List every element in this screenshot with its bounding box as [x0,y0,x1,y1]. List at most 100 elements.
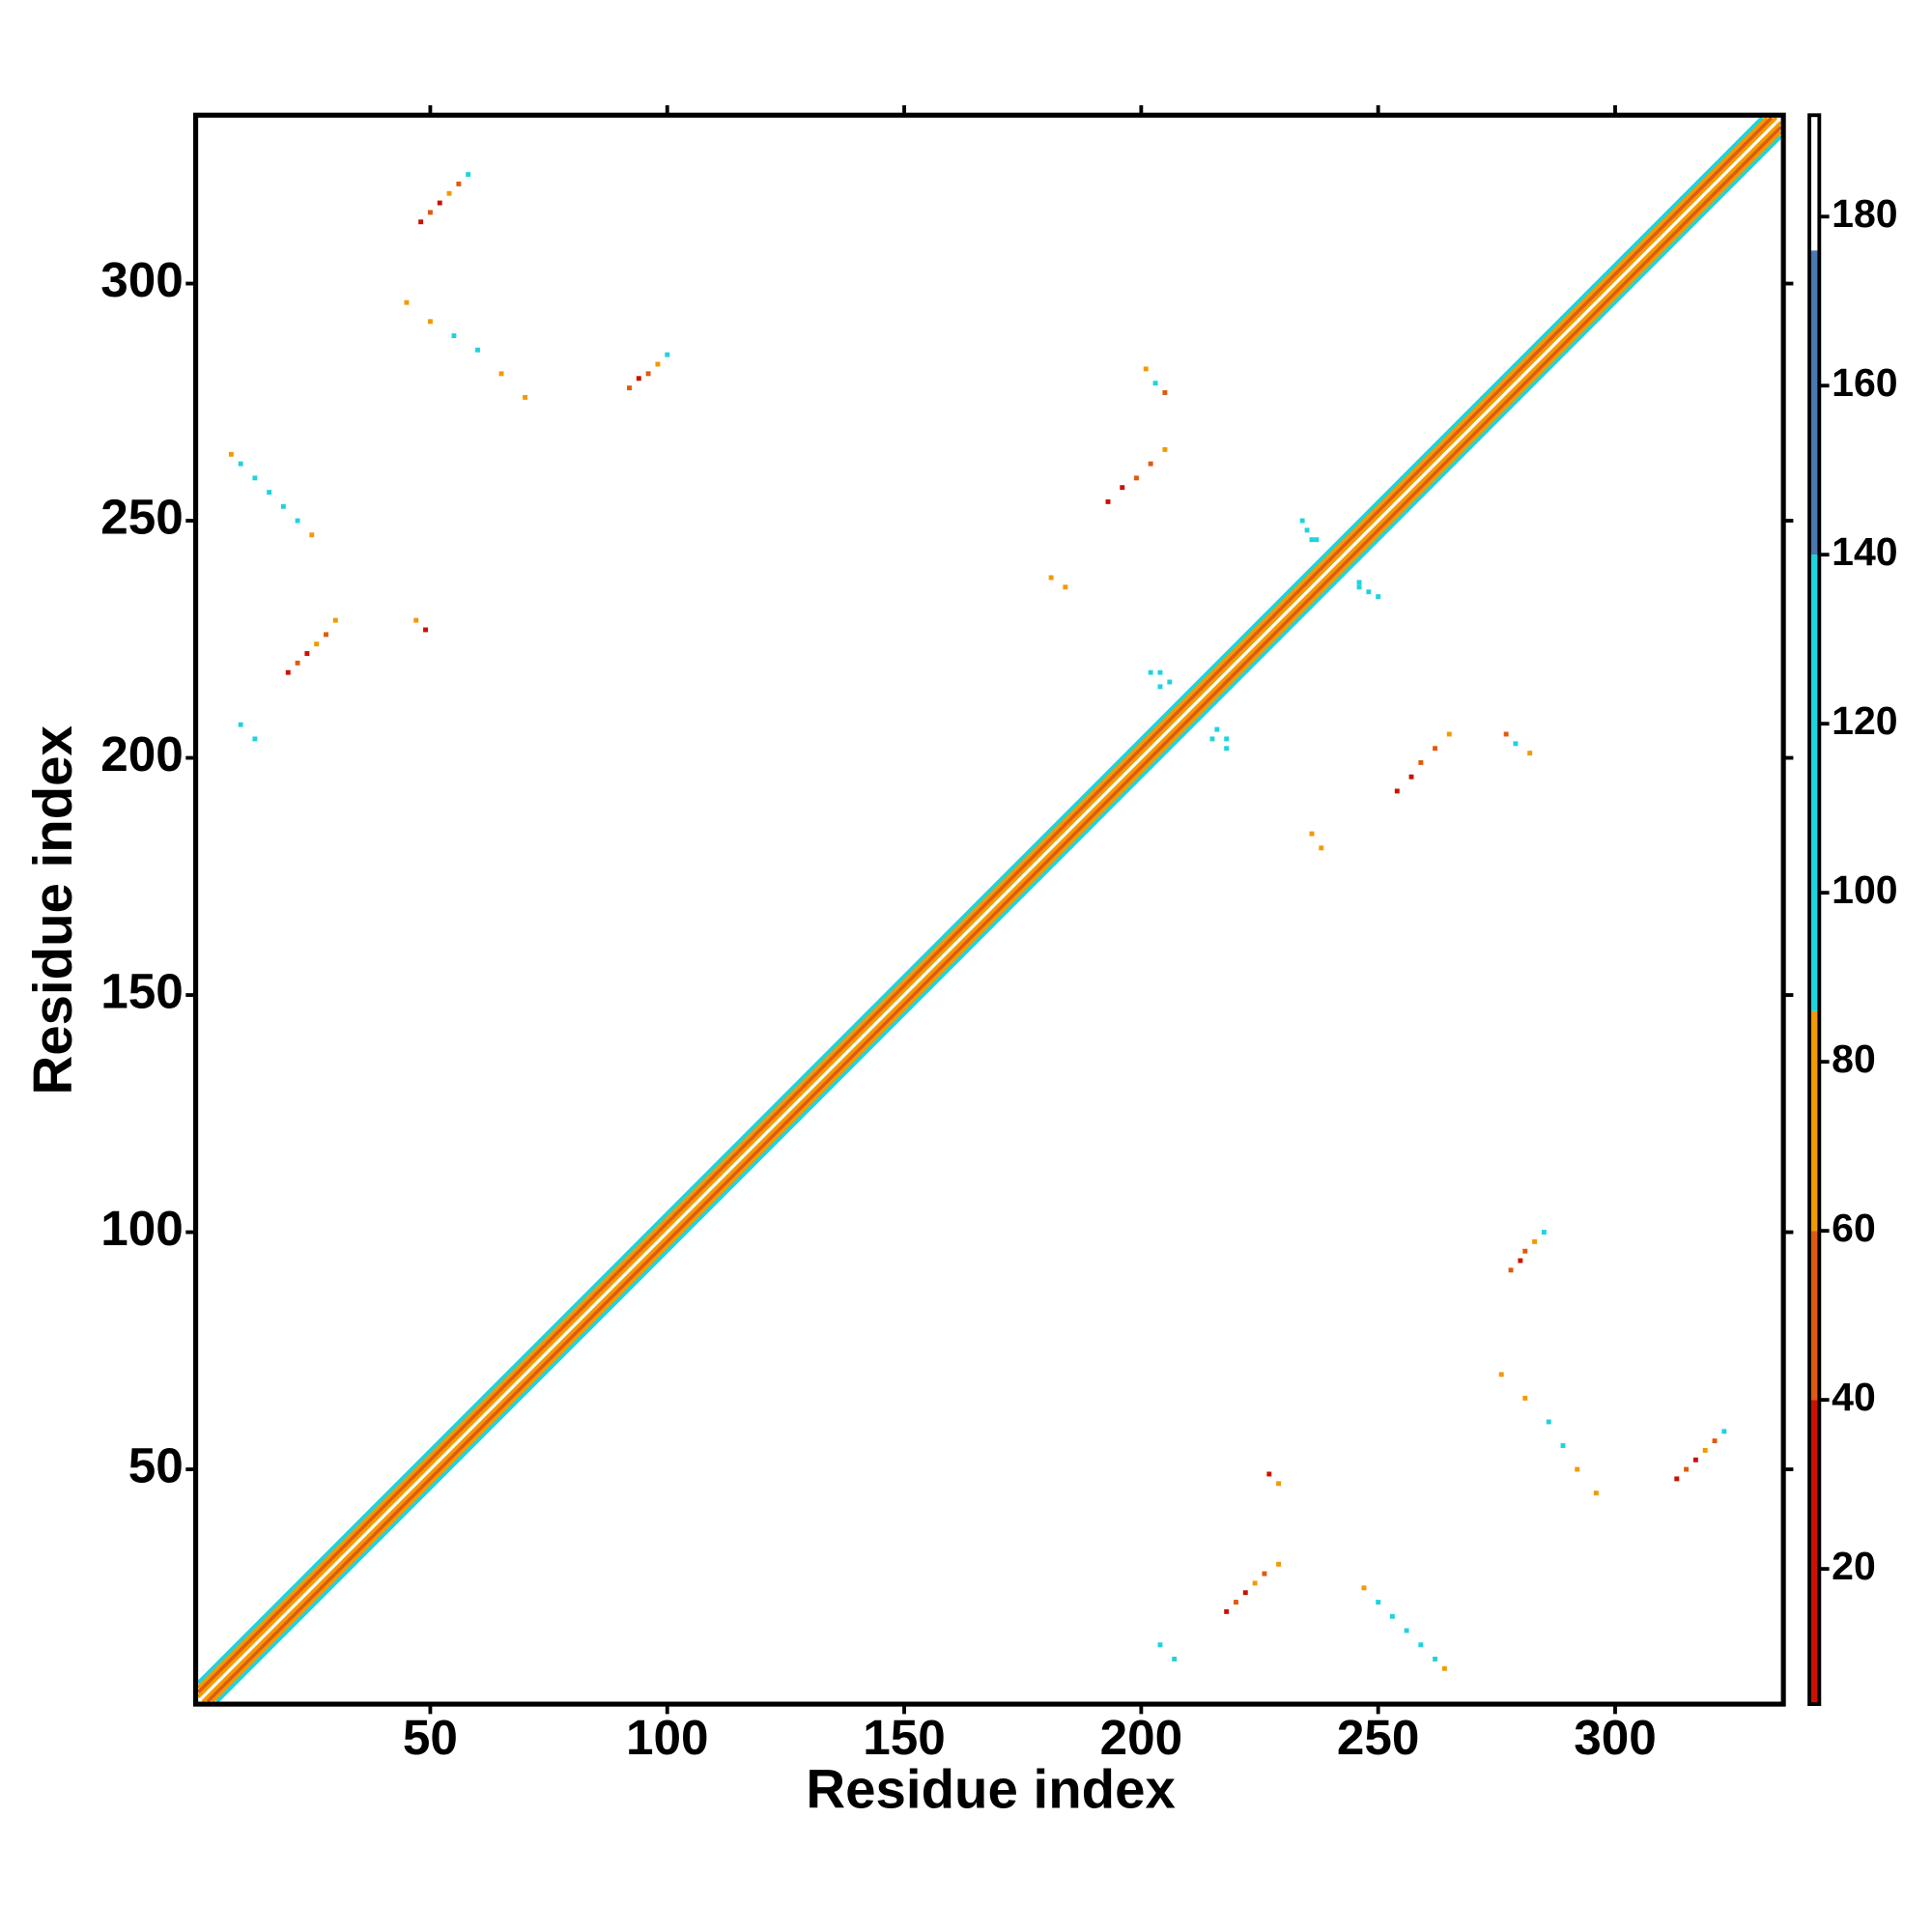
diagonal-band [206,126,1783,1703]
contact-cell [1314,537,1320,543]
contact-cell [475,347,480,353]
contact-cell [1209,736,1215,742]
y-tick-label: 250 [100,490,184,545]
diagonal-band [215,135,1783,1703]
colorbar-tick-label: 120 [1832,698,1897,743]
contact-cell [413,617,419,623]
contact-cell [451,333,457,339]
x-tick-label: 150 [863,1710,946,1765]
contact-cell [1262,1571,1267,1577]
plot-frame [193,112,1786,1707]
colorbar-tick-label: 180 [1832,191,1897,236]
contact-cell [1105,498,1111,504]
contact-cell [309,532,315,538]
contact-cell [1546,1419,1551,1425]
x-tick-label: 100 [626,1710,709,1765]
contact-cell [1433,746,1437,752]
contact-cell [1721,1429,1727,1435]
contact-cell [285,669,291,675]
y-tick-label: 100 [100,1201,184,1256]
contact-cell [1167,679,1173,685]
contact-cell [427,319,433,325]
contact-cell [1446,731,1452,737]
x-tick-label: 300 [1574,1710,1657,1765]
contact-cell [1276,1481,1282,1487]
contact-cell [324,632,328,638]
y-tick-label: 200 [100,726,184,781]
colorbar-tick-label: 40 [1832,1375,1876,1419]
contact-cell [332,617,338,623]
colorbar-tick-label: 140 [1832,529,1897,574]
contact-cell [295,518,300,524]
contact-cell [1162,390,1168,395]
y-tick-label: 150 [100,964,184,1019]
contact-cell [423,627,428,633]
x-tick-label: 50 [403,1710,458,1765]
y-tick-label: 50 [128,1438,184,1493]
colorbar-segment [1809,250,1820,555]
contact-cell [1418,759,1424,765]
contact-cell [1389,1613,1395,1619]
contact-cell [1172,1657,1178,1662]
contact-cell [1518,1258,1523,1264]
contact-cell [1299,518,1305,524]
contact-cell [1214,726,1220,732]
contact-cell [295,660,300,666]
x-tick-label: 200 [1100,1710,1183,1765]
contact-cell [1063,584,1068,590]
contact-cell [404,299,410,305]
diagonal-band [196,116,1774,1694]
contact-cell [418,219,424,225]
contact-cell [1433,1657,1437,1662]
diagonal-band [196,116,1769,1690]
contact-cell [1157,669,1163,675]
contact-cell [1702,1447,1708,1453]
contact-cell [1157,684,1163,690]
contact-cell [1048,575,1054,581]
y-tick-label: 300 [100,252,184,307]
contact-cell [1692,1457,1698,1463]
contact-cell [1133,475,1139,481]
contact-cell [1242,1590,1248,1596]
x-axis-label: Residue index [806,1758,1175,1819]
contact-cell [1152,381,1158,386]
contact-cell [1224,736,1230,742]
contact-cell [665,352,670,357]
x-tick-label: 250 [1337,1710,1420,1765]
contact-cell [466,172,471,178]
contact-cell [1276,1561,1282,1567]
contact-cell [498,371,504,377]
contact-cell [446,190,452,196]
contact-cell [238,722,243,727]
colorbar-tick-label: 80 [1832,1037,1876,1081]
contact-cell [1120,485,1125,491]
contact-cell [1541,1230,1547,1236]
colorbar-segment [1809,115,1820,251]
contact-cell [1522,1395,1528,1401]
colorbar-tick-label: 100 [1832,867,1897,912]
contact-cell [1508,1267,1514,1273]
contact-cell [1366,589,1372,595]
contact-cell [1394,788,1400,794]
contact-cell [1148,461,1153,467]
diagonal-band [196,116,1778,1699]
contact-cell [267,490,272,496]
contact-cell [1157,1642,1163,1648]
contact-cell [1575,1466,1580,1472]
contact-cell [1356,580,1362,585]
contact-cell [1266,1471,1272,1477]
contact-cell [1593,1491,1599,1496]
colorbar-tick-label: 20 [1832,1544,1876,1588]
contact-cell [636,376,641,382]
colorbar-segment [1809,554,1820,1011]
contact-cell [1527,751,1533,756]
contact-cell [1404,1628,1409,1634]
contact-cell [1674,1476,1680,1482]
contact-cell [1684,1466,1690,1472]
colorbar-frame [1807,113,1822,1707]
contact-cell [252,736,258,742]
contact-cell [1532,1238,1538,1244]
contact-cell [1560,1443,1566,1448]
